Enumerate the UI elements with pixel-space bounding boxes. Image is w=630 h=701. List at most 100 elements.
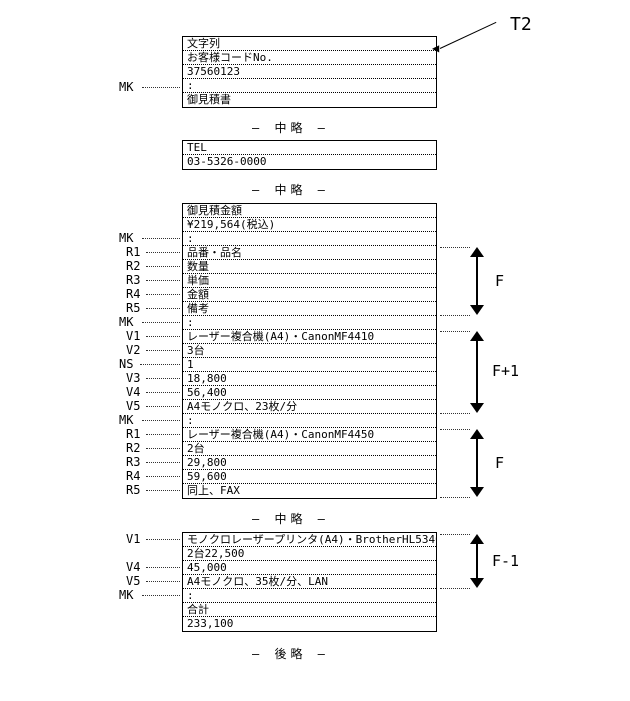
row: A4モノクロ、35枚/分、LAN	[183, 575, 436, 589]
row: 単価	[183, 274, 436, 288]
callout-r1: R1	[126, 245, 140, 259]
callout-ns: NS	[119, 357, 133, 371]
leader	[140, 364, 180, 365]
leader	[142, 87, 180, 88]
leader-right	[440, 315, 470, 316]
block-tel: TEL 03-5326-0000	[182, 140, 437, 170]
callout-r1: R1	[126, 427, 140, 441]
row: :	[183, 79, 436, 93]
leader-right	[440, 497, 470, 498]
row: :	[183, 316, 436, 330]
bracket-fm1	[470, 534, 484, 588]
row: :	[183, 589, 436, 603]
row: 59,600	[183, 470, 436, 484]
row: 同上、FAX	[183, 484, 436, 498]
leader	[142, 238, 180, 239]
bracket-fp1	[470, 331, 484, 413]
row: 金額	[183, 288, 436, 302]
row: お客様コードNo.	[183, 51, 436, 65]
leader	[142, 420, 180, 421]
callout-mk: MK	[119, 315, 133, 329]
row: 備考	[183, 302, 436, 316]
row: ¥219,564(税込)	[183, 218, 436, 232]
row: 2台22,500	[183, 547, 436, 561]
leader	[146, 294, 180, 295]
callout-r3: R3	[126, 273, 140, 287]
row: 品番・品名	[183, 246, 436, 260]
leader	[142, 595, 180, 596]
row: モノクロレーザープリンタ(A4)・BrotherHL5340D	[183, 533, 436, 547]
callout-v4: V4	[126, 560, 140, 574]
leader	[146, 539, 180, 540]
leader-right	[440, 331, 470, 332]
leader	[146, 406, 180, 407]
row: 233,100	[183, 617, 436, 631]
row: 03-5326-0000	[183, 155, 436, 169]
row: :	[183, 414, 436, 428]
callout-v3: V3	[126, 371, 140, 385]
block-header: 文字列 お客様コードNo. 37560123 : 御見積書	[182, 36, 437, 108]
callout-r4: R4	[126, 287, 140, 301]
leader	[146, 392, 180, 393]
callout-r2: R2	[126, 259, 140, 273]
callout-v2: V2	[126, 343, 140, 357]
callout-mk: MK	[119, 231, 133, 245]
row: 合計	[183, 603, 436, 617]
leader	[146, 567, 180, 568]
separator-chu: — 中略 —	[252, 181, 329, 198]
leader	[146, 378, 180, 379]
callout-r4: R4	[126, 469, 140, 483]
leader	[146, 336, 180, 337]
block-lastitems: モノクロレーザープリンタ(A4)・BrotherHL5340D 2台22,500…	[182, 532, 437, 632]
bracket-f	[470, 247, 484, 315]
row: :	[183, 232, 436, 246]
row: 数量	[183, 260, 436, 274]
row: 29,800	[183, 456, 436, 470]
leader	[146, 462, 180, 463]
leader-right	[440, 429, 470, 430]
separator-chu: — 中略 —	[252, 510, 329, 527]
row: 御見積金額	[183, 204, 436, 218]
leader	[146, 266, 180, 267]
leader-right	[440, 413, 470, 414]
row: 37560123	[183, 65, 436, 79]
row: 18,800	[183, 372, 436, 386]
callout-mk: MK	[119, 413, 133, 427]
callout-mk: MK	[119, 80, 133, 94]
leader	[146, 280, 180, 281]
leader	[146, 434, 180, 435]
leader	[146, 490, 180, 491]
row: 御見積書	[183, 93, 436, 107]
row: 2台	[183, 442, 436, 456]
callout-v5: V5	[126, 574, 140, 588]
leader	[146, 350, 180, 351]
leader	[146, 252, 180, 253]
callout-mk: MK	[119, 588, 133, 602]
leader-right	[440, 247, 470, 248]
annot-fp1: F+1	[492, 362, 519, 380]
row: 文字列	[183, 37, 436, 51]
row: A4モノクロ、23枚/分	[183, 400, 436, 414]
bracket-f2	[470, 429, 484, 497]
annot-fm1: F-1	[492, 552, 519, 570]
leader	[146, 476, 180, 477]
leader	[146, 308, 180, 309]
callout-line-t2	[440, 22, 497, 49]
callout-t2: T2	[510, 14, 532, 35]
row: レーザー複合機(A4)・CanonMF4450	[183, 428, 436, 442]
row: 1	[183, 358, 436, 372]
annot-f: F	[495, 272, 504, 290]
callout-v1: V1	[126, 532, 140, 546]
callout-v4: V4	[126, 385, 140, 399]
block-items: 御見積金額 ¥219,564(税込) : 品番・品名 数量 単価 金額 備考 :…	[182, 203, 437, 499]
callout-r5: R5	[126, 483, 140, 497]
leader-right	[440, 534, 470, 535]
callout-v1: V1	[126, 329, 140, 343]
row: レーザー複合機(A4)・CanonMF4410	[183, 330, 436, 344]
leader-right	[440, 588, 470, 589]
callout-r5: R5	[126, 301, 140, 315]
callout-r3: R3	[126, 455, 140, 469]
callout-v5: V5	[126, 399, 140, 413]
leader	[146, 448, 180, 449]
leader	[146, 581, 180, 582]
